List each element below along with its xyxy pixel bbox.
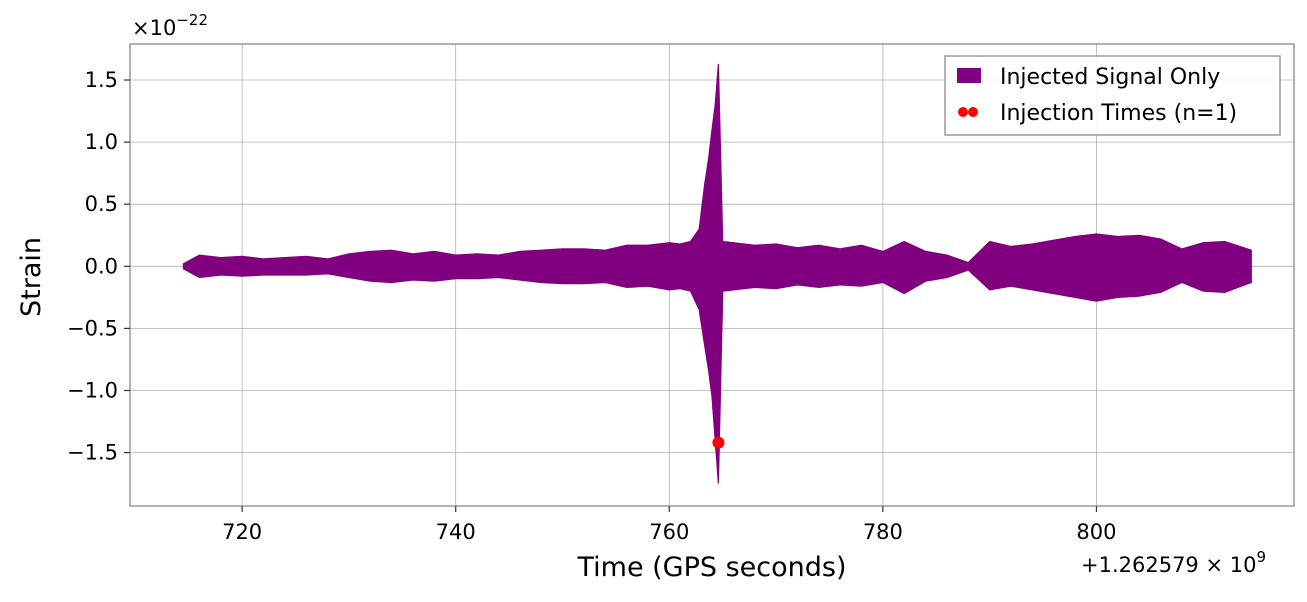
x-tick-label: 800 bbox=[1076, 520, 1116, 544]
data-layer bbox=[182, 63, 1252, 484]
legend-marker-injection-times bbox=[968, 107, 978, 117]
x-offset-label: +1.262579 × 109 bbox=[1081, 548, 1266, 577]
y-tick-label: −0.5 bbox=[67, 316, 118, 340]
injection-marker bbox=[712, 436, 725, 449]
tick-layer: 720 740 760 780 800 1.5 1.0 0.5 0.0 −0.5 −1.0 −1.5 bbox=[67, 68, 1116, 544]
plot-frame bbox=[129, 43, 1295, 507]
x-tick-label: 760 bbox=[649, 520, 689, 544]
y-tick-label: 0.0 bbox=[85, 254, 118, 278]
legend-label-injection-times: Injection Times (n=1) bbox=[1000, 101, 1237, 126]
legend-label-injected-signal: Injected Signal Only bbox=[1000, 65, 1220, 90]
y-tick-label: −1.0 bbox=[67, 379, 118, 403]
y-axis-label: Strain bbox=[16, 237, 47, 317]
signal-trace bbox=[182, 76, 1251, 462]
y-tick-label: 1.5 bbox=[85, 68, 118, 92]
x-tick-label: 720 bbox=[222, 520, 262, 544]
y-multiplier-exponent: −22 bbox=[176, 11, 208, 29]
x-offset-exponent: 9 bbox=[1256, 548, 1266, 566]
y-tick-label: 0.5 bbox=[85, 192, 118, 216]
x-tick-label: 780 bbox=[863, 520, 903, 544]
y-tick-label: −1.5 bbox=[67, 441, 118, 465]
x-tick-label: 740 bbox=[436, 520, 476, 544]
x-offset-base: +1.262579 × 10 bbox=[1081, 553, 1256, 577]
y-multiplier-base: ×10 bbox=[132, 16, 176, 40]
signal-envelope bbox=[182, 63, 1252, 484]
y-tick-label: 1.0 bbox=[85, 130, 118, 154]
legend-marker-injection-times bbox=[958, 107, 968, 117]
y-multiplier-label: ×10−22 bbox=[132, 11, 208, 40]
x-axis-label: Time (GPS seconds) bbox=[576, 552, 846, 583]
legend-swatch-injected-signal bbox=[957, 68, 981, 83]
legend-box bbox=[944, 55, 1281, 136]
legend: Injected Signal Only Injection Times (n=… bbox=[944, 55, 1281, 136]
